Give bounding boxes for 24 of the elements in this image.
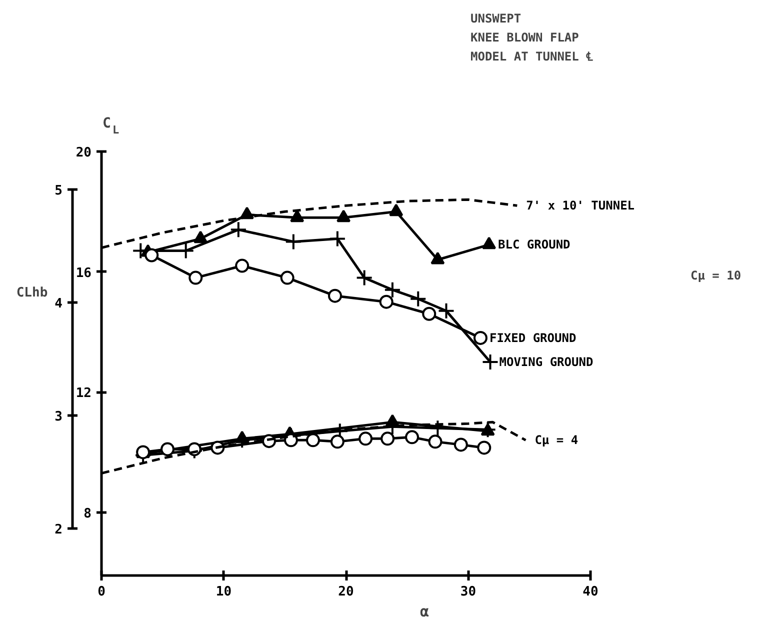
x-tick-label: 0 <box>98 584 106 600</box>
y2-tick-label: 5 <box>54 184 62 198</box>
y-tick-label: 12 <box>76 386 92 402</box>
series-label: 7' x 10' TUNNEL <box>526 198 635 213</box>
text: UNSWEPT <box>470 12 522 26</box>
text: KNEE BLOWN FLAP <box>470 30 579 44</box>
text: Cμ = 10 <box>690 268 742 282</box>
series-label: FIXED GROUND <box>489 330 576 345</box>
y-tick-label: 16 <box>76 266 92 281</box>
text: MODEL AT TUNNEL ℄ <box>470 50 594 64</box>
x-tick-label: 20 <box>338 584 354 600</box>
x-axis-title: α <box>420 602 430 620</box>
x-tick-label: 30 <box>460 584 476 600</box>
series-label: MOVING GROUND <box>499 354 594 369</box>
series-label: Cμ = 4 <box>534 433 578 448</box>
y-tick-label: 20 <box>76 146 92 160</box>
x-tick-label: 40 <box>582 584 598 600</box>
y-tick-label: 8 <box>84 506 92 522</box>
y2-tick-label: 4 <box>54 296 63 312</box>
y2-tick-label: 2 <box>54 522 62 538</box>
y2-tick-label: 3 <box>54 410 62 424</box>
y2-axis-title: CLhb <box>16 286 48 300</box>
x-tick-label: 10 <box>216 584 232 600</box>
series-label: BLC GROUND <box>498 238 570 252</box>
